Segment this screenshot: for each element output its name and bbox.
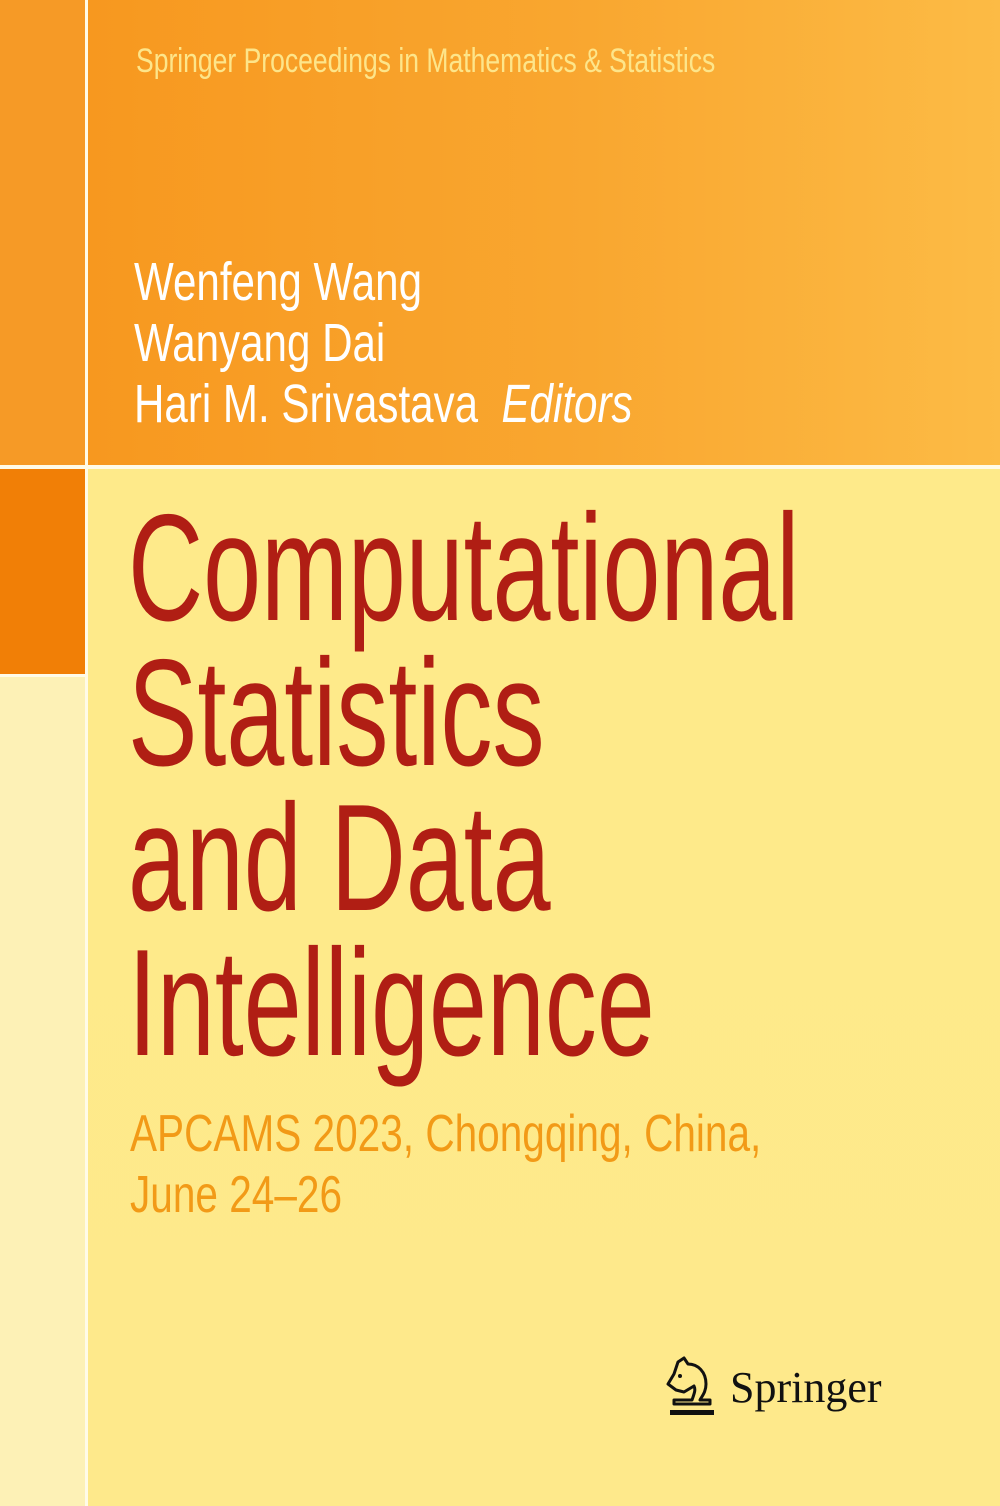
subtitle-line: June 24–26 [130, 1166, 343, 1224]
series-text: Springer Proceedings in Mathematics & St… [136, 42, 716, 80]
horizontal-divider [0, 465, 1000, 469]
title-line: and Data [128, 773, 551, 943]
main-panel [88, 469, 1000, 1506]
editors: Wenfeng Wang Wanyang Dai Hari M. Srivast… [134, 252, 773, 435]
left-accent-block [0, 469, 85, 674]
editor-name: Hari M. Srivastava [134, 374, 479, 434]
editor-name: Wenfeng Wang [134, 252, 423, 312]
title-line: Computational [128, 483, 800, 653]
subtitle-line: APCAMS 2023, Chongqing, China, [130, 1105, 762, 1163]
left-top-block [0, 0, 85, 465]
editor-name: Wanyang Dai [134, 313, 386, 373]
title-line: Intelligence [128, 918, 655, 1088]
title-line: Statistics [128, 628, 545, 798]
left-divider [0, 674, 85, 677]
left-bottom-block [0, 677, 85, 1506]
vertical-divider [85, 0, 88, 1506]
publisher-logo: Springer [664, 1356, 882, 1418]
book-subtitle: APCAMS 2023, Chongqing, China, June 24–2… [130, 1104, 939, 1226]
series-name: Springer Proceedings in Mathematics & St… [136, 42, 879, 81]
book-title: Computational Statistics and Data Intell… [128, 483, 1000, 1088]
top-band [88, 0, 1000, 465]
springer-horse-icon [666, 1356, 714, 1415]
publisher-name: Springer [730, 1362, 882, 1412]
editor-line: Hari M. Srivastava Editors [134, 374, 633, 435]
editors-role: Editors [501, 374, 633, 434]
